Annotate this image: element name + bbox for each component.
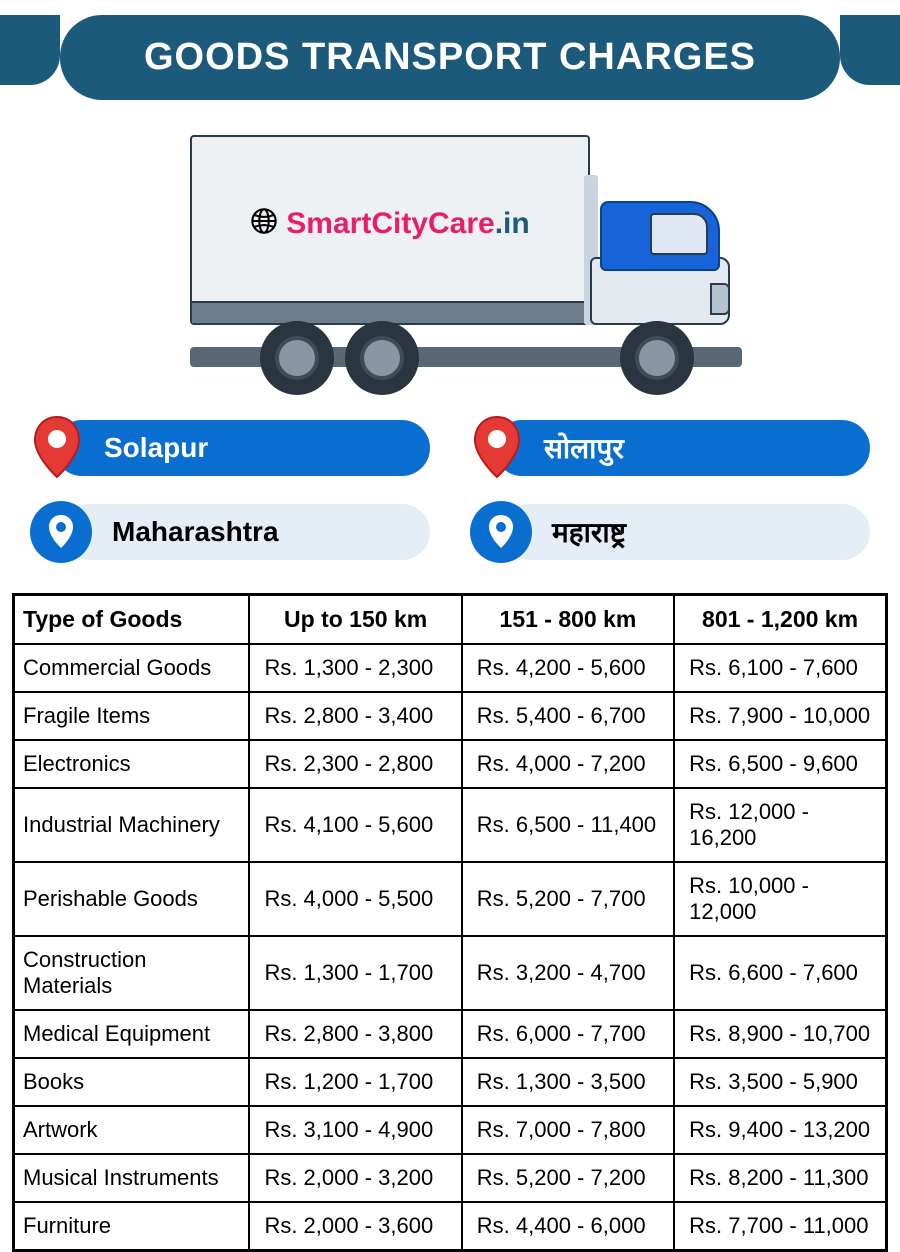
price-cell: Rs. 7,000 - 7,800 xyxy=(462,1106,674,1154)
table-row: Medical EquipmentRs. 2,800 - 3,800Rs. 6,… xyxy=(14,1010,887,1058)
location-badges: Solapur सोलापुर Maharashtra महाराष्ट्र xyxy=(0,405,900,583)
price-cell: Rs. 2,800 - 3,800 xyxy=(249,1010,461,1058)
price-cell: Rs. 12,000 - 16,200 xyxy=(674,788,886,862)
state-hi-label: महाराष्ट्र xyxy=(502,504,870,560)
goods-type-cell: Artwork xyxy=(14,1106,250,1154)
price-cell: Rs. 6,000 - 7,700 xyxy=(462,1010,674,1058)
col-goods-type: Type of Goods xyxy=(14,595,250,645)
truck-illustration: SmartCityCare.in xyxy=(0,125,900,405)
price-cell: Rs. 6,600 - 7,600 xyxy=(674,936,886,1010)
header-accent-left xyxy=(0,15,60,85)
table-row: ArtworkRs. 3,100 - 4,900Rs. 7,000 - 7,80… xyxy=(14,1106,887,1154)
truck-wheel xyxy=(260,321,334,395)
truck-cargo-stripe xyxy=(192,301,588,323)
truck-cargo: SmartCityCare.in xyxy=(190,135,590,325)
table-row: ElectronicsRs. 2,300 - 2,800Rs. 4,000 - … xyxy=(14,740,887,788)
price-cell: Rs. 2,000 - 3,200 xyxy=(249,1154,461,1202)
goods-type-cell: Perishable Goods xyxy=(14,862,250,936)
brand-name: SmartCityCare xyxy=(286,207,494,240)
goods-type-cell: Fragile Items xyxy=(14,692,250,740)
table-row: Commercial GoodsRs. 1,300 - 2,300Rs. 4,2… xyxy=(14,644,887,692)
price-cell: Rs. 8,900 - 10,700 xyxy=(674,1010,886,1058)
col-range-2: 151 - 800 km xyxy=(462,595,674,645)
price-cell: Rs. 5,400 - 6,700 xyxy=(462,692,674,740)
table-row: BooksRs. 1,200 - 1,700Rs. 1,300 - 3,500R… xyxy=(14,1058,887,1106)
price-cell: Rs. 1,300 - 3,500 xyxy=(462,1058,674,1106)
table-row: Perishable GoodsRs. 4,000 - 5,500Rs. 5,2… xyxy=(14,862,887,936)
table-row: Fragile ItemsRs. 2,800 - 3,400Rs. 5,400 … xyxy=(14,692,887,740)
table-header-row: Type of Goods Up to 150 km 151 - 800 km … xyxy=(14,595,887,645)
city-hi-row: सोलापुर xyxy=(470,415,870,481)
price-cell: Rs. 6,500 - 11,400 xyxy=(462,788,674,862)
price-cell: Rs. 4,200 - 5,600 xyxy=(462,644,674,692)
price-cell: Rs. 3,200 - 4,700 xyxy=(462,936,674,1010)
table-row: Construction MaterialsRs. 1,300 - 1,700R… xyxy=(14,936,887,1010)
goods-type-cell: Books xyxy=(14,1058,250,1106)
price-cell: Rs. 3,500 - 5,900 xyxy=(674,1058,886,1106)
brand-logo: SmartCityCare.in xyxy=(192,207,588,243)
price-cell: Rs. 10,000 - 12,000 xyxy=(674,862,886,936)
price-cell: Rs. 4,400 - 6,000 xyxy=(462,1202,674,1251)
price-cell: Rs. 2,000 - 3,600 xyxy=(249,1202,461,1251)
goods-type-cell: Furniture xyxy=(14,1202,250,1251)
state-en-row: Maharashtra xyxy=(30,501,430,563)
truck-wheel xyxy=(345,321,419,395)
location-dot-icon xyxy=(30,501,92,563)
price-cell: Rs. 5,200 - 7,700 xyxy=(462,862,674,936)
price-cell: Rs. 6,100 - 7,600 xyxy=(674,644,886,692)
truck-wheel xyxy=(620,321,694,395)
city-en-label: Solapur xyxy=(54,420,430,476)
col-range-3: 801 - 1,200 km xyxy=(674,595,886,645)
state-en-label: Maharashtra xyxy=(62,504,430,560)
location-dot-icon xyxy=(470,501,532,563)
goods-type-cell: Commercial Goods xyxy=(14,644,250,692)
header-accent-right xyxy=(840,15,900,85)
pricing-table: Type of Goods Up to 150 km 151 - 800 km … xyxy=(12,593,888,1252)
table-row: Industrial MachineryRs. 4,100 - 5,600Rs.… xyxy=(14,788,887,862)
price-cell: Rs. 1,300 - 1,700 xyxy=(249,936,461,1010)
col-range-1: Up to 150 km xyxy=(249,595,461,645)
price-cell: Rs. 7,700 - 11,000 xyxy=(674,1202,886,1251)
price-cell: Rs. 1,200 - 1,700 xyxy=(249,1058,461,1106)
page-title: GOODS TRANSPORT CHARGES xyxy=(60,15,840,100)
city-en-row: Solapur xyxy=(30,415,430,481)
table-row: FurnitureRs. 2,000 - 3,600Rs. 4,400 - 6,… xyxy=(14,1202,887,1251)
price-cell: Rs. 4,000 - 7,200 xyxy=(462,740,674,788)
price-cell: Rs. 8,200 - 11,300 xyxy=(674,1154,886,1202)
truck-cab xyxy=(590,185,730,325)
city-hi-label: सोलापुर xyxy=(494,420,870,476)
price-cell: Rs. 2,800 - 3,400 xyxy=(249,692,461,740)
goods-type-cell: Musical Instruments xyxy=(14,1154,250,1202)
map-pin-icon xyxy=(30,415,84,481)
price-cell: Rs. 6,500 - 9,600 xyxy=(674,740,886,788)
table-row: Musical InstrumentsRs. 2,000 - 3,200Rs. … xyxy=(14,1154,887,1202)
header: GOODS TRANSPORT CHARGES xyxy=(0,15,900,115)
price-cell: Rs. 9,400 - 13,200 xyxy=(674,1106,886,1154)
goods-type-cell: Electronics xyxy=(14,740,250,788)
goods-type-cell: Medical Equipment xyxy=(14,1010,250,1058)
globe-icon xyxy=(250,207,278,243)
price-cell: Rs. 1,300 - 2,300 xyxy=(249,644,461,692)
goods-type-cell: Industrial Machinery xyxy=(14,788,250,862)
price-cell: Rs. 5,200 - 7,200 xyxy=(462,1154,674,1202)
price-cell: Rs. 4,000 - 5,500 xyxy=(249,862,461,936)
price-cell: Rs. 7,900 - 10,000 xyxy=(674,692,886,740)
price-cell: Rs. 3,100 - 4,900 xyxy=(249,1106,461,1154)
price-cell: Rs. 2,300 - 2,800 xyxy=(249,740,461,788)
brand-tld: .in xyxy=(495,207,530,240)
state-hi-row: महाराष्ट्र xyxy=(470,501,870,563)
map-pin-icon xyxy=(470,415,524,481)
price-cell: Rs. 4,100 - 5,600 xyxy=(249,788,461,862)
goods-type-cell: Construction Materials xyxy=(14,936,250,1010)
